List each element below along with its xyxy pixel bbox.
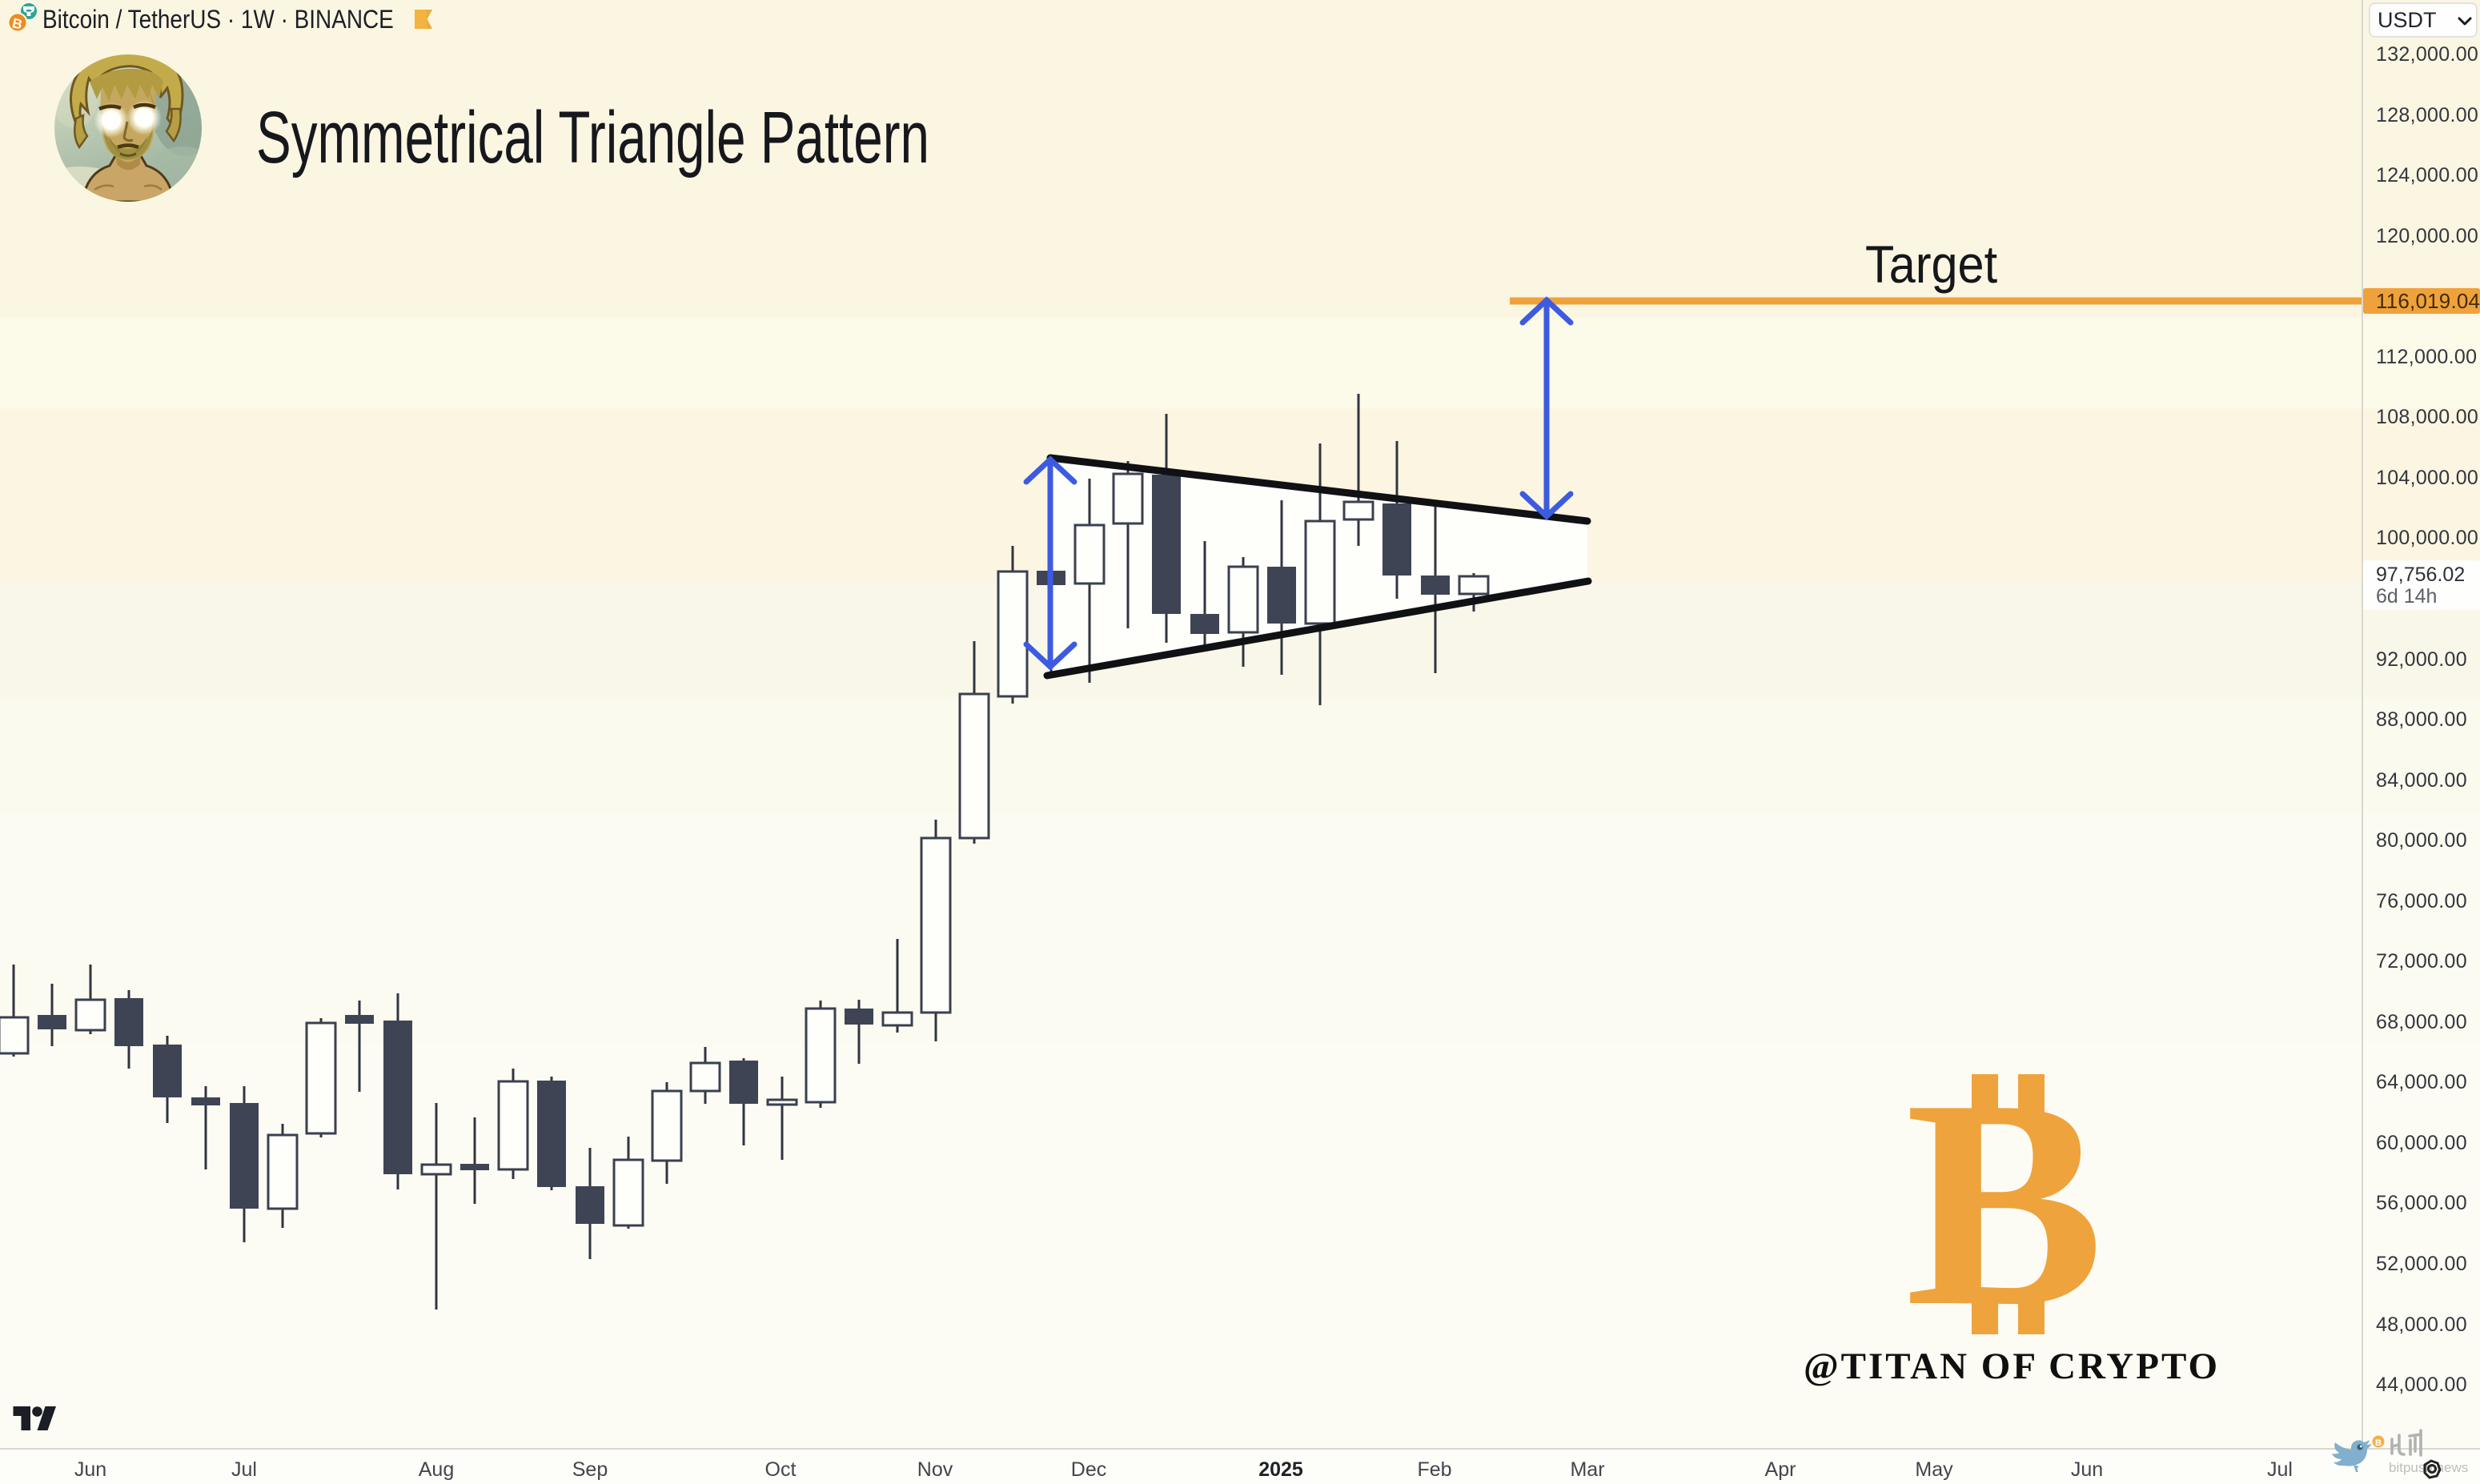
svg-text:B: B: [11, 15, 24, 32]
svg-text:B: B: [2375, 1438, 2382, 1448]
svg-text:B: B: [1905, 1039, 2104, 1368]
